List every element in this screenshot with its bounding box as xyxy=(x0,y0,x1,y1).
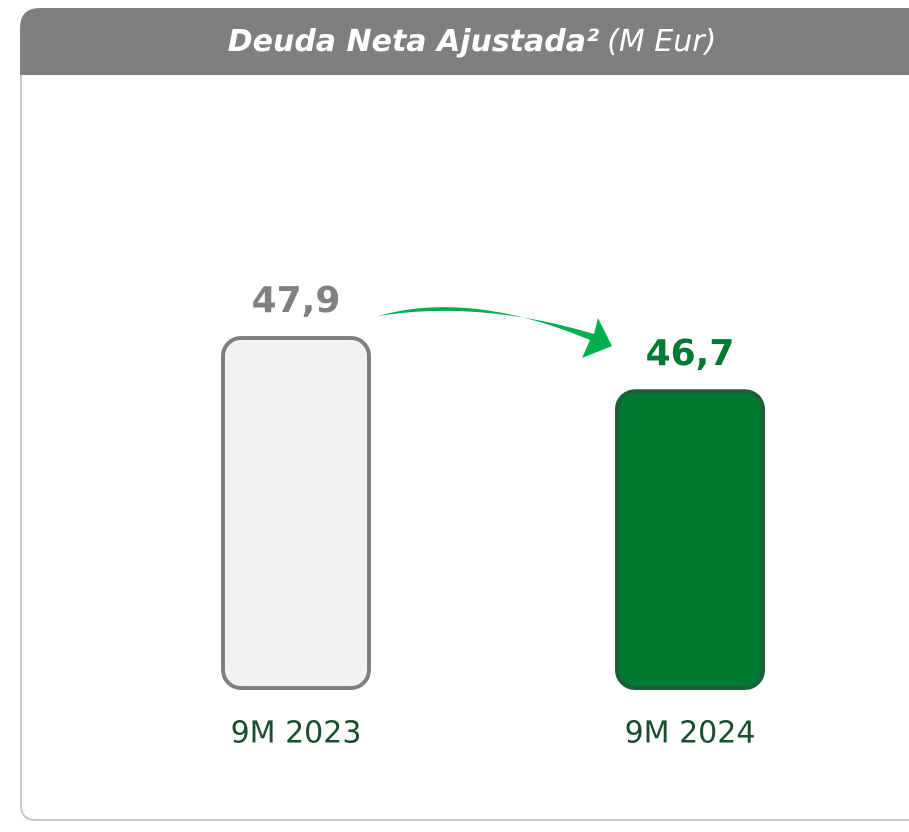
card-border xyxy=(20,60,909,821)
title-main: Deuda Neta Ajustada² xyxy=(228,24,599,59)
bar xyxy=(615,389,765,690)
value-label: 46,7 xyxy=(646,333,735,374)
chart-title: Deuda Neta Ajustada² (M Eur) xyxy=(228,24,717,59)
bar xyxy=(221,336,371,690)
header-bar xyxy=(20,8,909,75)
value-label: 47,9 xyxy=(252,280,341,321)
x-tick-label: 9M 2024 xyxy=(625,716,756,751)
x-tick-label: 9M 2023 xyxy=(231,716,362,751)
trend-arrow xyxy=(378,307,612,358)
title-unit: (M Eur) xyxy=(607,24,716,59)
